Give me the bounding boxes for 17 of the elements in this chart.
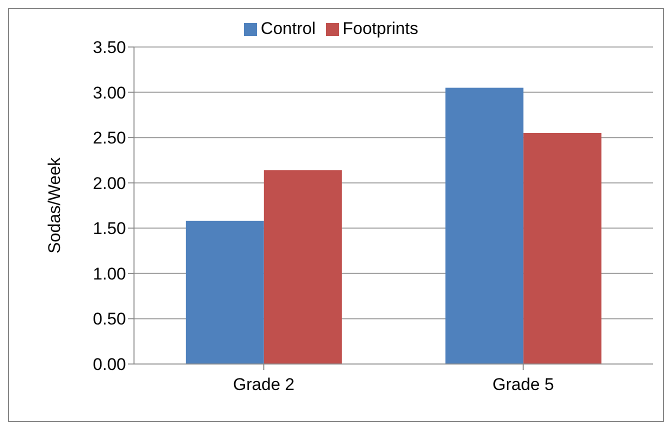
y-tick-label: 3.50: [92, 38, 126, 58]
bar: [445, 88, 524, 364]
y-tick-label: 2.00: [92, 174, 126, 193]
bar: [523, 133, 602, 364]
y-tick-label: 3.00: [92, 83, 126, 102]
y-tick-label: 2.50: [92, 128, 126, 148]
y-tick-label: 1.50: [92, 219, 126, 238]
bar: [264, 170, 342, 364]
bar: [186, 220, 264, 364]
legend-label: Footprints: [342, 19, 418, 38]
y-axis-title: Sodas/Week: [45, 156, 64, 254]
y-tick-label: 0.50: [92, 310, 126, 329]
x-tick-label: Grade 5: [492, 375, 554, 394]
y-tick-label: 1.00: [92, 264, 126, 284]
x-tick-label: Grade 2: [233, 375, 294, 394]
y-tick-label: 0.00: [92, 355, 126, 374]
legend-label: Control: [260, 19, 316, 38]
